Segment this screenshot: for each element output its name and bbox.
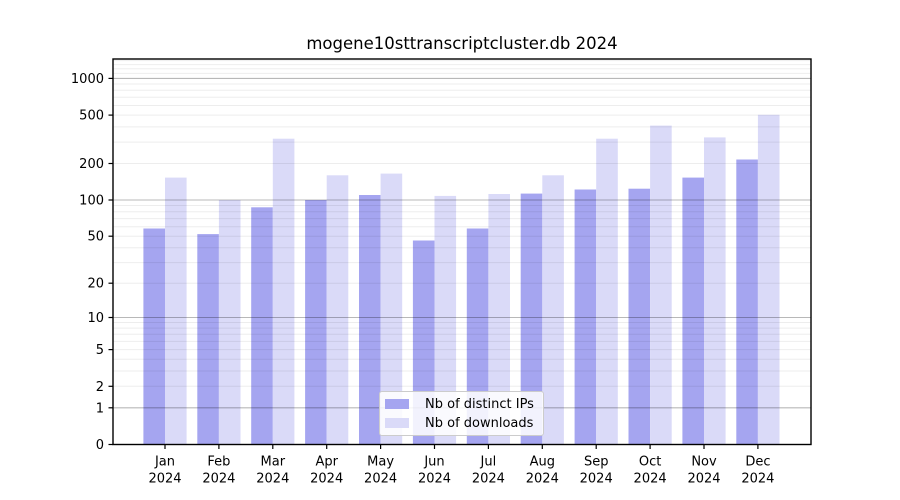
legend-item-downloads: Nb of downloads xyxy=(385,416,537,431)
legend: Nb of distinct IPs Nb of downloads xyxy=(379,391,544,436)
y-tick-label: 1 xyxy=(96,401,104,416)
y-tick-label: 0 xyxy=(96,438,104,453)
legend-item-distinct-ips: Nb of distinct IPs xyxy=(385,397,537,412)
bar-distinct-ips-Jul xyxy=(466,228,489,445)
bar-distinct-ips-Nov xyxy=(682,177,704,445)
bar-distinct-ips-Apr xyxy=(305,200,327,445)
legend-label-distinct-ips: Nb of distinct IPs xyxy=(425,396,534,412)
x-tick-label: Sep 2024 xyxy=(580,455,613,487)
x-tick-label: Aug 2024 xyxy=(526,455,559,487)
x-tick-label: Apr 2024 xyxy=(310,455,343,487)
bar-downloads-Oct xyxy=(650,125,672,445)
bar-downloads-Mar xyxy=(272,138,295,445)
x-tick-label: Jul 2024 xyxy=(472,455,505,487)
y-tick-label: 10 xyxy=(87,311,104,326)
x-tick-label: Dec 2024 xyxy=(741,455,774,487)
y-tick-label: 500 xyxy=(79,109,104,124)
x-tick-label: Mar 2024 xyxy=(256,455,289,487)
x-tick-label: Feb 2024 xyxy=(202,455,235,487)
bar-distinct-ips-Dec xyxy=(736,159,758,445)
chart-title: mogene10sttranscriptcluster.db 2024 xyxy=(306,34,618,53)
bar-distinct-ips-May xyxy=(359,195,381,445)
bar-distinct-ips-Aug xyxy=(520,193,543,445)
bar-downloads-Nov xyxy=(704,137,726,445)
bar-downloads-May xyxy=(380,173,403,445)
y-tick-label: 100 xyxy=(79,194,104,209)
bar-distinct-ips-Mar xyxy=(251,207,273,445)
y-tick-label: 5 xyxy=(96,343,104,358)
bar-distinct-ips-Jan xyxy=(143,228,165,445)
bar-downloads-Feb xyxy=(218,200,241,445)
x-tick-label: Nov 2024 xyxy=(687,455,720,487)
bar-downloads-Sep xyxy=(596,138,618,445)
legend-label-downloads: Nb of downloads xyxy=(425,415,534,431)
bar-downloads-Apr xyxy=(326,175,349,445)
bar-distinct-ips-Sep xyxy=(574,189,597,445)
y-tick-label: 20 xyxy=(87,277,104,292)
legend-swatch-distinct-ips xyxy=(385,399,409,409)
bar-distinct-ips-Feb xyxy=(197,234,219,445)
bar-distinct-ips-Oct xyxy=(628,188,651,445)
x-tick-label: May 2024 xyxy=(364,455,397,487)
y-tick-label: 50 xyxy=(87,230,104,245)
legend-swatch-downloads xyxy=(385,418,409,428)
y-tick-label: 2 xyxy=(96,380,104,395)
y-tick-label: 200 xyxy=(79,157,104,172)
bar-downloads-Jan xyxy=(165,177,187,445)
y-tick-label: 1000 xyxy=(71,72,104,87)
bar-downloads-Dec xyxy=(757,114,780,445)
x-tick-label: Jan 2024 xyxy=(148,455,181,487)
x-tick-label: Jun 2024 xyxy=(418,455,451,487)
bar-downloads-Aug xyxy=(542,175,564,445)
plot-border xyxy=(112,58,812,446)
bar-downloads-Jun xyxy=(434,195,457,445)
x-tick-label: Oct 2024 xyxy=(634,455,667,487)
bar-downloads-Jul xyxy=(488,194,510,445)
